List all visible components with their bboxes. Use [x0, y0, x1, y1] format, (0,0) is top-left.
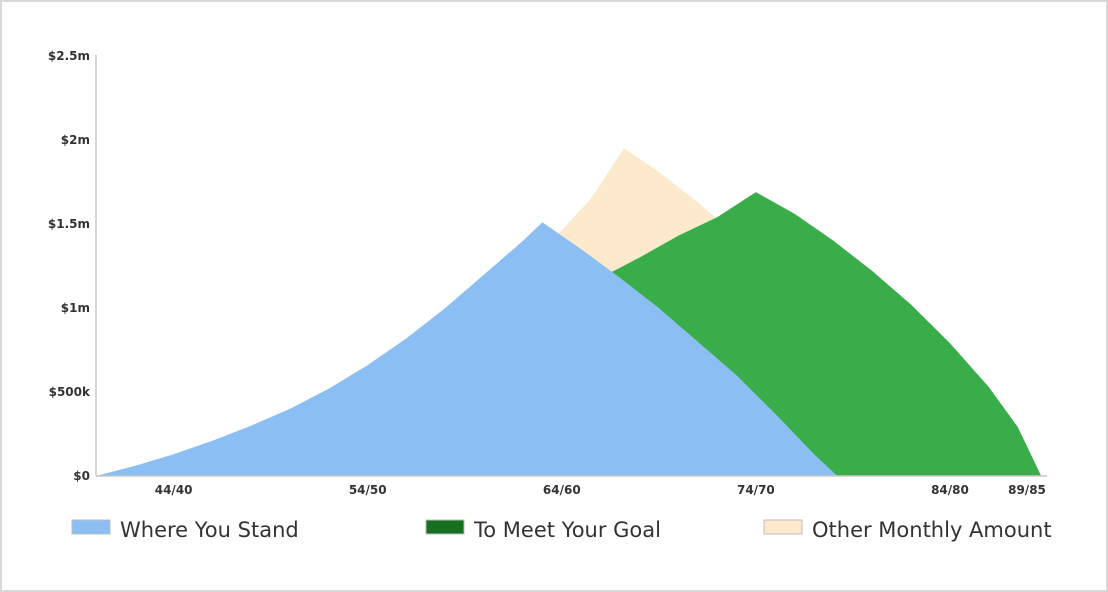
y-tick-label: $2m: [61, 133, 90, 147]
legend-label: Other Monthly Amount: [812, 518, 1052, 542]
x-tick-label: 74/70: [737, 483, 775, 497]
y-tick-labels: $0 $500k $1m $1.5m $2m $2.5m: [48, 49, 91, 483]
y-tick-label: $1.5m: [48, 217, 90, 231]
x-tick-label: 44/40: [155, 483, 193, 497]
x-tick-label: 89/85: [1008, 483, 1046, 497]
plot-areas: [96, 148, 1042, 476]
x-tick-label: 64/60: [543, 483, 581, 497]
y-tick-label: $1m: [61, 301, 90, 315]
legend-item: Other Monthly Amount: [763, 518, 1052, 542]
legend-item: Where You Stand: [71, 518, 299, 542]
legend: Where You Stand To Meet Your Goal Other Mo…: [71, 518, 1052, 542]
legend-label: Where You Stand: [120, 518, 299, 542]
y-tick-label: $0: [73, 469, 90, 483]
x-tick-label: 84/80: [931, 483, 969, 497]
series-area-where-you-stand: [96, 222, 838, 476]
legend-item: To Meet Your Goal: [425, 518, 661, 542]
legend-label: To Meet Your Goal: [473, 518, 661, 542]
y-tick-label: $2.5m: [48, 49, 90, 63]
legend-swatch: [425, 519, 465, 535]
legend-swatch: [71, 519, 111, 535]
x-tick-labels: 44/40 54/50 64/60 74/70 84/80 89/85: [155, 483, 1046, 497]
legend-swatch: [763, 519, 803, 535]
axes: [95, 55, 1047, 477]
x-tick-label: 54/50: [349, 483, 387, 497]
y-tick-label: $500k: [49, 385, 91, 399]
